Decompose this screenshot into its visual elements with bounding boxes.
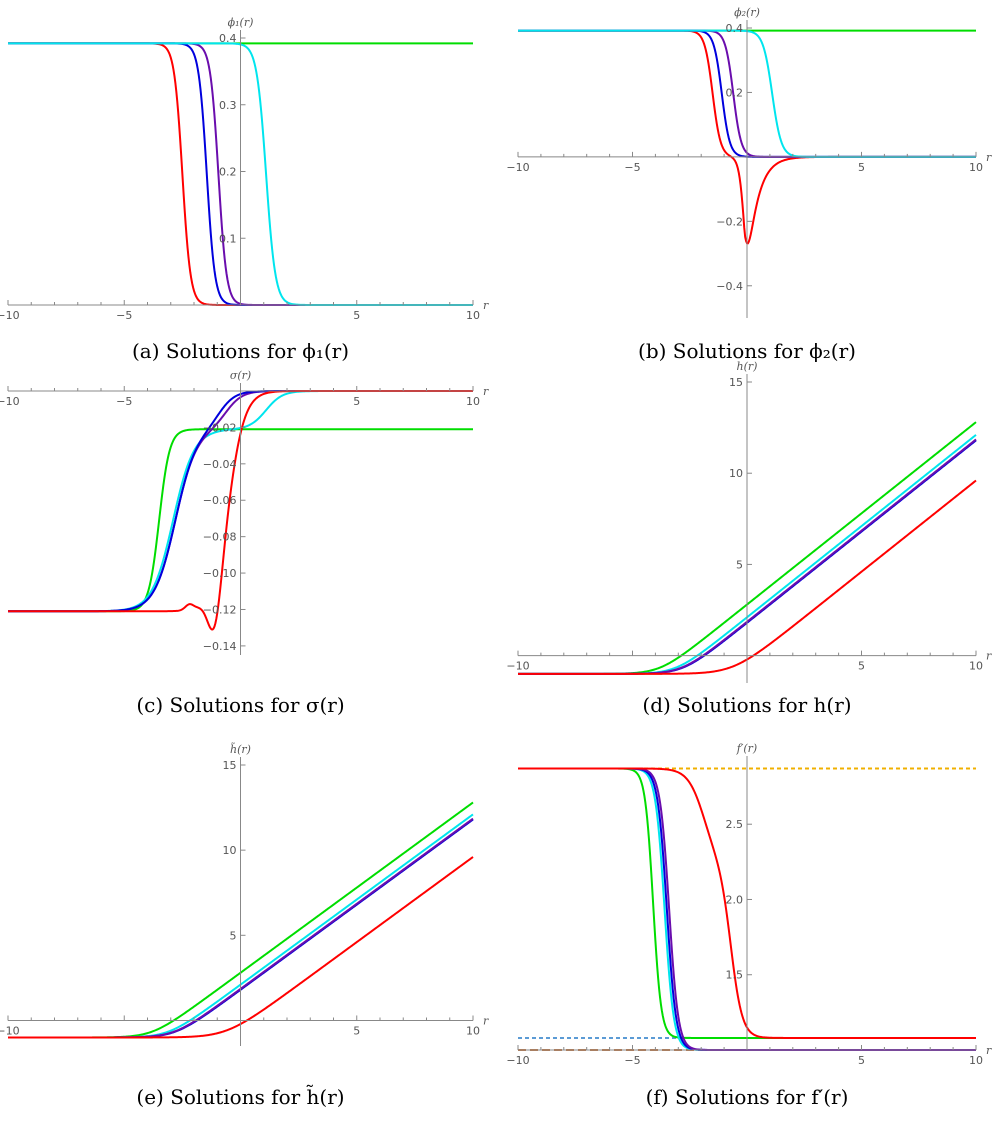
y-axis-label: f′(r)	[736, 742, 757, 755]
y-tick-label: −0.14	[203, 640, 237, 653]
y-tick-label: −0.02	[203, 421, 237, 434]
y-tick-label: 5	[230, 929, 237, 942]
x-axis-label: r	[483, 299, 489, 312]
y-tick-label: −0.04	[203, 458, 237, 471]
y-tick-label: −0.4	[716, 280, 743, 293]
x-tick-label: 5	[858, 660, 865, 673]
panel-caption: (c) Solutions for σ(r)	[136, 693, 344, 717]
panel-caption: (f) Solutions for f′(r)	[646, 1085, 849, 1109]
y-tick-label: 2.5	[726, 818, 744, 831]
panel-caption: (b) Solutions for ϕ₂(r)	[638, 339, 856, 363]
y-axis-label: h̃(r)	[230, 743, 251, 756]
y-tick-label: −0.06	[203, 494, 237, 507]
x-tick-label: −10	[506, 161, 529, 174]
x-tick-label: 5	[858, 1054, 865, 1067]
x-tick-label: −5	[624, 1054, 640, 1067]
x-tick-label: −10	[0, 1024, 20, 1037]
x-axis-label: r	[483, 385, 489, 398]
panel-caption: (a) Solutions for ϕ₁(r)	[132, 339, 349, 363]
chart-panel-3: −10 −5 5 10 −0.02 −0.04 −0.06 −0.08 −0.10 −0.12 −0…	[0, 369, 489, 717]
x-axis-label: r	[986, 151, 992, 164]
x-tick-label: 5	[353, 309, 360, 322]
x-tick-label: 10	[466, 395, 480, 408]
y-tick-label: 1.5	[726, 969, 744, 982]
y-axis-label: ϕ₁(r)	[228, 16, 254, 29]
x-axis-label: r	[986, 1044, 992, 1057]
y-tick-label: 15	[729, 376, 743, 389]
x-tick-label: −5	[116, 395, 132, 408]
x-axis-label: r	[483, 1014, 489, 1027]
x-tick-label: 5	[353, 1024, 360, 1037]
y-tick-label: 0.2	[219, 166, 237, 179]
y-tick-label: 0.2	[726, 86, 744, 99]
x-tick-label: −10	[506, 660, 529, 673]
x-tick-label: −10	[0, 395, 20, 408]
chart-panel-1: −10 −5 5 10 0.1 0.2 0.3 0.4 r ϕ₁(r) (a) Solutions …	[0, 16, 489, 363]
y-tick-label: 2.0	[726, 893, 744, 906]
y-tick-label: 5	[736, 558, 743, 571]
x-tick-label: 10	[969, 161, 983, 174]
panel-caption: (e) Solutions for h̃(r)	[136, 1085, 344, 1109]
x-tick-label: −10	[0, 309, 20, 322]
panel-caption: (d) Solutions for h(r)	[642, 693, 851, 717]
chart-panel-6: −10 −5 5 10 1.5 2.0 2.5 r f′(r) (f) Solutions for…	[506, 742, 992, 1109]
y-tick-label: 15	[223, 759, 237, 772]
y-tick-label: 0.4	[219, 32, 237, 45]
y-axis-label: h(r)	[737, 360, 758, 373]
y-tick-label: 0.1	[219, 232, 237, 245]
y-axis-label: σ(r)	[230, 369, 251, 382]
x-tick-label: 10	[466, 1024, 480, 1037]
y-tick-label: 0.4	[726, 22, 744, 35]
y-tick-label: −0.10	[203, 567, 237, 580]
y-tick-label: −0.12	[203, 603, 237, 616]
y-axis-label: ϕ₂(r)	[734, 6, 760, 19]
y-tick-label: −0.08	[203, 531, 237, 544]
x-tick-label: 5	[858, 161, 865, 174]
x-tick-label: 10	[969, 660, 983, 673]
x-tick-label: 10	[969, 1054, 983, 1067]
y-tick-label: 0.3	[219, 99, 237, 112]
chart-panel-4: −10 5 10 5 10 15 r h(r) (d) Solutions for h(r)	[506, 360, 992, 717]
y-tick-label: 10	[729, 467, 743, 480]
x-tick-label: −10	[506, 1054, 529, 1067]
x-axis-label: r	[986, 650, 992, 663]
x-tick-label: −5	[116, 309, 132, 322]
x-tick-label: 5	[353, 395, 360, 408]
x-tick-label: 10	[466, 309, 480, 322]
chart-panel-2: −10 −5 5 10 −0.4 −0.2 0.2 0.4 r ϕ₂(r) (b) Solution…	[506, 6, 992, 363]
x-tick-label: −5	[624, 161, 640, 174]
y-tick-label: 10	[223, 844, 237, 857]
chart-panel-5: −10 5 10 5 10 15 r h̃(r) (e) Solutions for h̃(r)	[0, 743, 489, 1109]
y-tick-label: −0.2	[716, 215, 743, 228]
